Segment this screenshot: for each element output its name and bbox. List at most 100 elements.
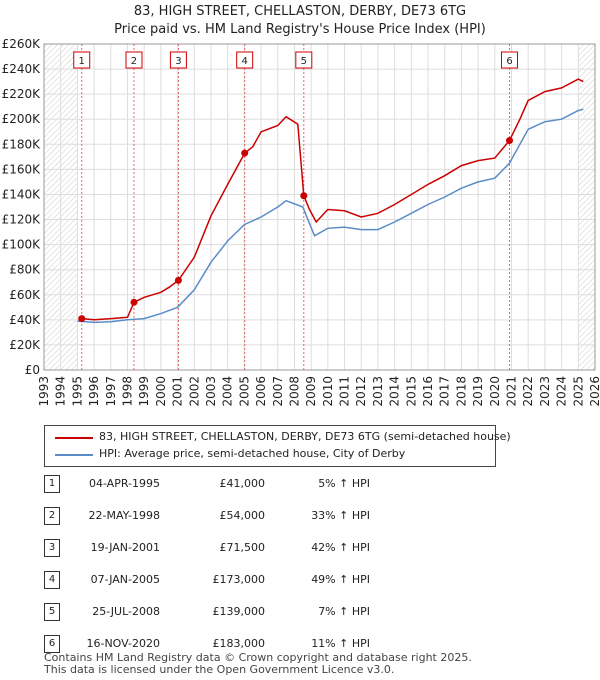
x-tick-label: 2010	[321, 376, 335, 407]
series-line-property	[81, 78, 584, 321]
x-tick-label: 1995	[70, 376, 84, 407]
sale-marker-label: 2	[131, 56, 137, 67]
x-tick-label: 2022	[521, 376, 535, 407]
y-tick-label: £180K	[2, 137, 42, 151]
sale-date: 22-MAY-1998	[88, 509, 160, 522]
sale-date: 16-NOV-2020	[86, 637, 160, 650]
sale-marker-label: 4	[242, 56, 248, 67]
x-tick-label: 1999	[137, 376, 151, 407]
x-tick-label: 2020	[488, 376, 502, 407]
y-tick-label: £100K	[2, 238, 42, 252]
sale-date: 04-APR-1995	[88, 477, 160, 490]
x-tick-label: 1998	[120, 376, 134, 407]
x-tick-label: 2016	[421, 376, 435, 407]
sale-marker: 4	[44, 571, 60, 589]
y-tick-label: £240K	[2, 62, 42, 76]
sale-price: £71,500	[219, 541, 266, 554]
y-tick-label: £200K	[2, 112, 42, 126]
x-tick-label: 2018	[454, 376, 468, 407]
sale-point	[506, 137, 514, 145]
chart-subtitle: Price paid vs. HM Land Registry's House …	[114, 22, 486, 37]
y-tick-label: £220K	[2, 87, 42, 101]
x-tick-label: 2007	[271, 376, 285, 407]
y-tick-label: £140K	[2, 187, 42, 201]
x-tick-label: 2014	[388, 376, 402, 407]
x-tick-label: 2021	[505, 376, 519, 407]
sale-row: 5 25-JUL-2008 £139,000 7% ↑ HPI	[0, 603, 600, 623]
sale-point	[174, 276, 182, 284]
sale-marker: 2	[44, 507, 60, 525]
x-tick-label: 2025	[571, 376, 585, 407]
x-tick-label: 2026	[588, 376, 600, 407]
footer-copyright: Contains HM Land Registry data © Crown c…	[44, 651, 472, 664]
sale-row: 2 22-MAY-1998 £54,000 33% ↑ HPI	[0, 507, 600, 527]
plot-border	[43, 43, 596, 371]
legend-swatch-hpi	[55, 454, 93, 456]
y-tick-label: £20K	[9, 338, 41, 352]
sale-hpi-change: 33% ↑ HPI	[311, 509, 370, 522]
sale-marker: 3	[44, 539, 60, 557]
x-tick-label: 2004	[221, 376, 235, 407]
sale-hpi-change: 7% ↑ HPI	[318, 605, 370, 618]
sale-price: £54,000	[219, 509, 266, 522]
sale-marker-label: 3	[175, 56, 181, 67]
x-tick-label: 2024	[555, 376, 569, 407]
sale-hpi-change: 5% ↑ HPI	[318, 477, 370, 490]
sale-marker-box	[169, 51, 187, 69]
sale-point	[241, 149, 249, 157]
hatched-region-end	[578, 44, 595, 370]
x-tick-label: 1997	[104, 376, 118, 407]
x-tick-label: 2001	[171, 376, 185, 407]
chart-title: 83, HIGH STREET, CHELLASTON, DERBY, DE73…	[133, 4, 467, 19]
sale-hpi-change: 42% ↑ HPI	[311, 541, 370, 554]
sale-price: £41,000	[219, 477, 266, 490]
y-tick-label: £60K	[9, 288, 41, 302]
y-tick-label: £40K	[9, 313, 41, 327]
x-tick-label: 2002	[187, 376, 201, 407]
legend: 83, HIGH STREET, CHELLASTON, DERBY, DE73…	[44, 425, 511, 467]
sale-hpi-change: 11% ↑ HPI	[311, 637, 370, 650]
x-tick-label: 2000	[154, 376, 168, 407]
sale-row: 1 04-APR-1995 £41,000 5% ↑ HPI	[0, 475, 600, 495]
plot-area	[44, 44, 595, 370]
x-tick-label: 1996	[87, 376, 101, 407]
sale-point	[78, 315, 86, 323]
x-tick-label: 2006	[254, 376, 268, 407]
y-tick-label: £80K	[9, 263, 41, 277]
sale-price: £173,000	[212, 573, 266, 586]
x-tick-label: 1994	[54, 376, 68, 407]
sale-marker-box	[501, 51, 519, 69]
sale-marker-box	[125, 51, 143, 69]
sale-row: 4 07-JAN-2005 £173,000 49% ↑ HPI	[0, 571, 600, 591]
x-tick-label: 2017	[438, 376, 452, 407]
sale-date: 19-JAN-2001	[90, 541, 160, 554]
sale-marker: 1	[44, 475, 60, 493]
sale-marker-box	[73, 51, 91, 69]
footer-licence: This data is licensed under the Open Gov…	[44, 663, 395, 676]
x-tick-label: 2023	[538, 376, 552, 407]
x-tick-label: 2008	[287, 376, 301, 407]
y-tick-label: £0	[25, 363, 40, 377]
sale-row: 6 16-NOV-2020 £183,000 11% ↑ HPI	[0, 635, 600, 655]
x-tick-label: 2019	[471, 376, 485, 407]
x-tick-label: 2015	[404, 376, 418, 407]
legend-label-property: 83, HIGH STREET, CHELLASTON, DERBY, DE73…	[99, 430, 511, 443]
sale-price: £139,000	[212, 605, 266, 618]
sale-hpi-change: 49% ↑ HPI	[311, 573, 370, 586]
series-line-hpi	[77, 108, 584, 324]
legend-label-hpi: HPI: Average price, semi-detached house,…	[99, 447, 406, 460]
sale-row: 3 19-JAN-2001 £71,500 42% ↑ HPI	[0, 539, 600, 559]
x-tick-label: 2012	[354, 376, 368, 407]
sale-date: 25-JUL-2008	[92, 605, 160, 618]
x-tick-label: 2003	[204, 376, 218, 407]
sale-marker-label: 6	[506, 56, 512, 67]
price-chart: £0 £20K £40K £60K £80K £100K £120K £140K £160K £1…	[2, 37, 600, 407]
sale-marker: 5	[44, 603, 60, 621]
x-tick-label: 2011	[338, 376, 352, 407]
sale-price: £183,000	[212, 637, 266, 650]
sale-marker-box	[295, 51, 313, 69]
sale-marker-box	[236, 51, 254, 69]
y-tick-label: £120K	[2, 213, 42, 227]
sale-marker-label: 1	[79, 56, 85, 67]
